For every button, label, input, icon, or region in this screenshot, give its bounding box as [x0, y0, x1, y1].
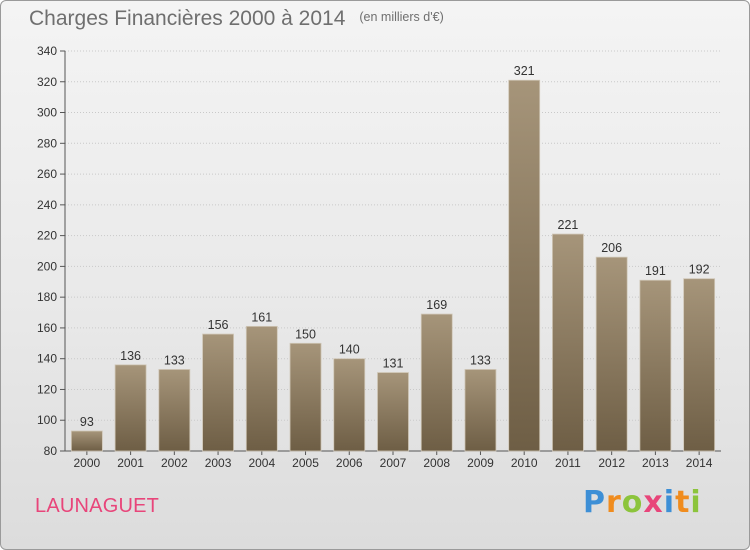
- bar-layer: [70, 79, 716, 452]
- proxiti-logo: Proxiti: [583, 485, 702, 520]
- logo-letter: P: [583, 485, 606, 520]
- data-label: 191: [645, 264, 666, 278]
- bar: [595, 256, 628, 452]
- data-label: 131: [383, 357, 404, 371]
- x-tick-label: 2000: [74, 456, 101, 470]
- chart-title-text: Charges Financières 2000 à 2014: [29, 7, 346, 30]
- logo-letter: x: [643, 485, 664, 520]
- data-label: 321: [514, 64, 535, 78]
- x-tick-label: 2012: [598, 456, 625, 470]
- y-tick-label: 320: [37, 75, 57, 89]
- bar: [158, 369, 191, 452]
- label-layer: 93 136 133 156 161 150 140 131 169 133 321 221 206 19…: [80, 64, 710, 429]
- bar: [114, 364, 147, 452]
- logo-letter: t: [675, 485, 691, 520]
- data-label: 192: [689, 263, 710, 277]
- y-tick-label: 100: [37, 413, 57, 427]
- x-tick-label: 2001: [117, 456, 144, 470]
- data-label: 140: [339, 343, 360, 357]
- x-tick-label: 2006: [336, 456, 363, 470]
- x-tick-label: 2013: [642, 456, 669, 470]
- bar: [639, 279, 672, 452]
- bar: [420, 313, 453, 452]
- data-label: 133: [470, 353, 491, 367]
- data-label: 221: [558, 218, 579, 232]
- bar: [245, 325, 278, 452]
- x-tick-label: 2010: [511, 456, 538, 470]
- y-tick-label: 200: [37, 259, 57, 273]
- chart-title: Charges Financières 2000 à 2014 (en milli…: [29, 7, 444, 31]
- logo-letter: r: [606, 485, 622, 520]
- data-label: 206: [601, 241, 622, 255]
- bar: [377, 372, 409, 452]
- x-tick-label: 2002: [161, 456, 188, 470]
- x-tick-label: 2009: [467, 456, 494, 470]
- y-tick-label: 140: [37, 352, 57, 366]
- bar: [552, 233, 584, 452]
- data-label: 136: [120, 349, 141, 363]
- x-tick-label: 2004: [248, 456, 275, 470]
- bar: [464, 369, 497, 452]
- bar: [333, 358, 366, 452]
- x-tick-label: 2003: [205, 456, 232, 470]
- bar: [202, 333, 234, 452]
- y-tick-label: 180: [37, 290, 57, 304]
- y-tick-label: 300: [37, 106, 57, 120]
- logo-letter: o: [621, 485, 644, 520]
- data-label: 169: [426, 298, 447, 312]
- data-label: 133: [164, 353, 185, 367]
- x-tick-label: 2014: [686, 456, 713, 470]
- y-tick-label: 340: [37, 44, 57, 58]
- x-tick-label: 2011: [555, 456, 581, 470]
- y-tick-label: 120: [37, 382, 57, 396]
- y-tick-label: 220: [37, 229, 57, 243]
- chart-units: (en milliers d'€): [359, 10, 444, 24]
- commune-name: LAUNAGUET: [35, 495, 160, 517]
- x-tick-label: 2005: [292, 456, 319, 470]
- bar: [70, 430, 103, 452]
- y-tick-label: 280: [37, 136, 57, 150]
- y-tick-label: 260: [37, 167, 57, 181]
- data-label: 161: [251, 310, 272, 324]
- y-tick-label: 160: [37, 321, 57, 335]
- logo-letter: i: [663, 485, 676, 520]
- data-label: 150: [295, 327, 316, 341]
- data-label: 93: [80, 415, 94, 429]
- y-tick-label: 80: [44, 444, 58, 458]
- bar: [508, 79, 541, 452]
- data-label: 156: [208, 318, 229, 332]
- bar: [289, 342, 322, 452]
- x-tick-label: 2007: [380, 456, 407, 470]
- logo-letter: i: [690, 485, 702, 520]
- bar: [683, 278, 716, 452]
- y-tick-label: 240: [37, 198, 57, 212]
- x-tick-label: 2008: [423, 456, 450, 470]
